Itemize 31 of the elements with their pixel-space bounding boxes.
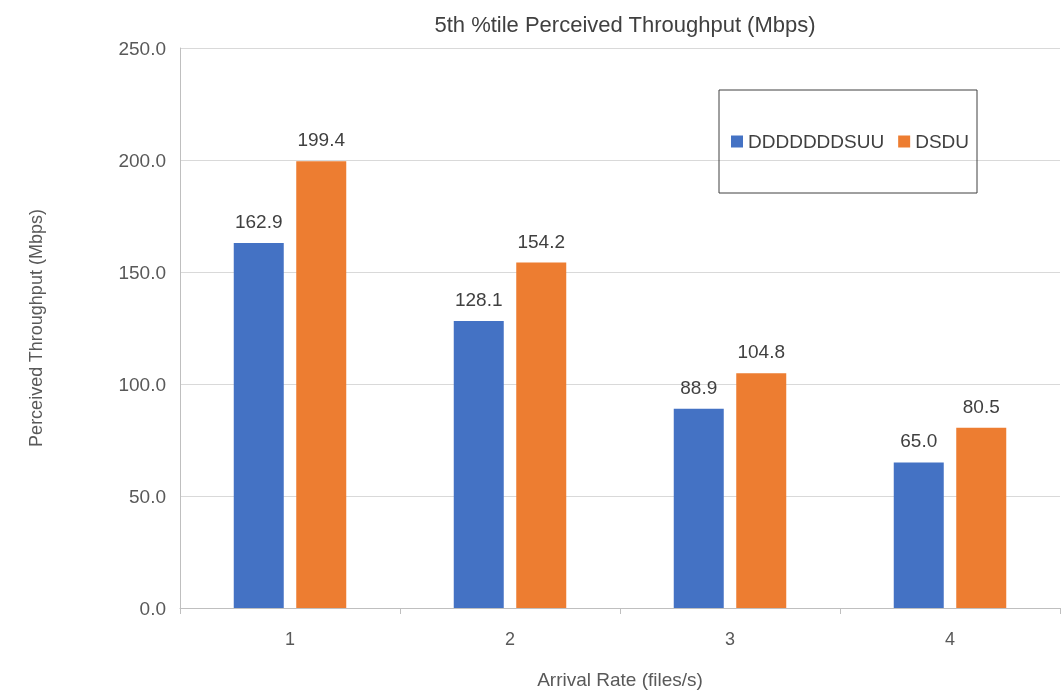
data-label: 65.0 <box>900 430 938 452</box>
y-tick-label: 150.0 <box>118 261 166 283</box>
data-label: 128.1 <box>454 289 503 311</box>
bar <box>736 373 787 608</box>
data-label: 162.9 <box>234 211 283 233</box>
data-label: 154.2 <box>517 230 566 252</box>
x-tick-label: 3 <box>724 629 736 649</box>
chart-title: 5th %tile Perceived Throughput (Mbps) <box>434 11 816 37</box>
y-axis-title: Perceived Throughput (Mbps) <box>26 209 46 447</box>
bar <box>516 262 567 608</box>
data-label: 80.5 <box>962 395 1000 417</box>
y-tick-label: 250.0 <box>118 37 166 59</box>
bar <box>233 243 284 608</box>
bar <box>453 321 504 608</box>
bar <box>673 408 724 608</box>
y-tick-label: 0.0 <box>139 597 166 619</box>
bar <box>296 161 347 608</box>
x-tick-label: 2 <box>504 629 516 649</box>
x-tick-label: 1 <box>284 629 296 649</box>
legend-label: DSDU <box>915 131 970 152</box>
data-label: 199.4 <box>297 129 346 151</box>
data-label: 104.8 <box>737 341 786 363</box>
y-tick-label: 200.0 <box>118 149 166 171</box>
x-axis-title: Arrival Rate (files/s) <box>537 669 703 690</box>
y-tick-label: 50.0 <box>129 485 166 507</box>
y-tick-label: 100.0 <box>118 373 166 395</box>
bar <box>956 427 1007 608</box>
legend-label: DDDDDDDSUU <box>748 131 885 152</box>
x-tick-label: 4 <box>944 629 956 649</box>
data-label: 88.9 <box>680 376 718 398</box>
bar <box>893 462 944 608</box>
